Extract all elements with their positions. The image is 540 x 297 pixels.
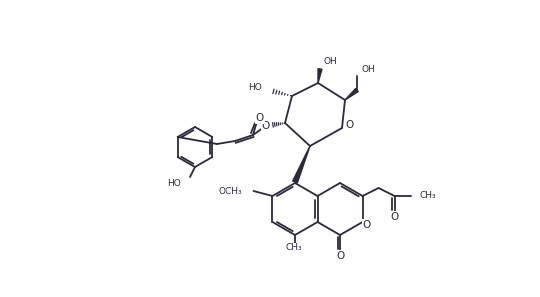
Polygon shape: [293, 146, 310, 183]
Text: CH₃: CH₃: [420, 192, 436, 200]
Text: OH: OH: [323, 56, 337, 66]
Text: HO: HO: [167, 178, 181, 187]
Text: O: O: [345, 120, 353, 130]
Text: OH: OH: [361, 66, 375, 75]
Text: O: O: [256, 113, 264, 123]
Text: HO: HO: [248, 83, 262, 92]
Text: O: O: [362, 220, 370, 230]
Text: O: O: [262, 121, 270, 131]
Polygon shape: [345, 89, 358, 100]
Text: O: O: [390, 212, 399, 222]
Polygon shape: [318, 69, 322, 83]
Text: CH₃: CH₃: [286, 244, 302, 252]
Text: OCH₃: OCH₃: [219, 187, 242, 195]
Text: O: O: [336, 251, 344, 261]
